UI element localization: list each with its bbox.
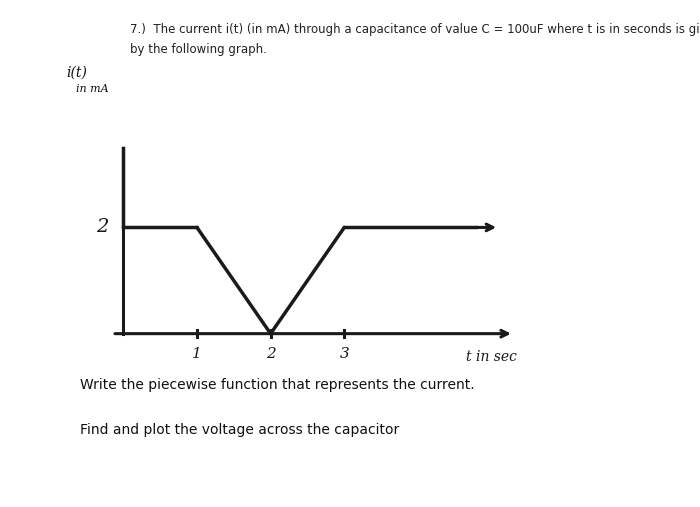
Text: Find and plot the voltage across the capacitor: Find and plot the voltage across the cap… bbox=[80, 423, 400, 438]
Text: Write the piecewise function that represents the current.: Write the piecewise function that repres… bbox=[80, 378, 475, 392]
Text: 2: 2 bbox=[97, 219, 108, 236]
Text: by the following graph.: by the following graph. bbox=[130, 43, 267, 56]
Text: 1: 1 bbox=[192, 347, 202, 361]
Text: t in sec: t in sec bbox=[466, 350, 517, 364]
Text: 2: 2 bbox=[266, 347, 276, 361]
Text: in mA: in mA bbox=[76, 84, 108, 94]
Text: 3: 3 bbox=[340, 347, 349, 361]
Text: 7.)  The current i(t) (in mA) through a capacitance of value C = 100uF where t i: 7.) The current i(t) (in mA) through a c… bbox=[130, 23, 700, 36]
Text: i(t): i(t) bbox=[66, 66, 88, 80]
